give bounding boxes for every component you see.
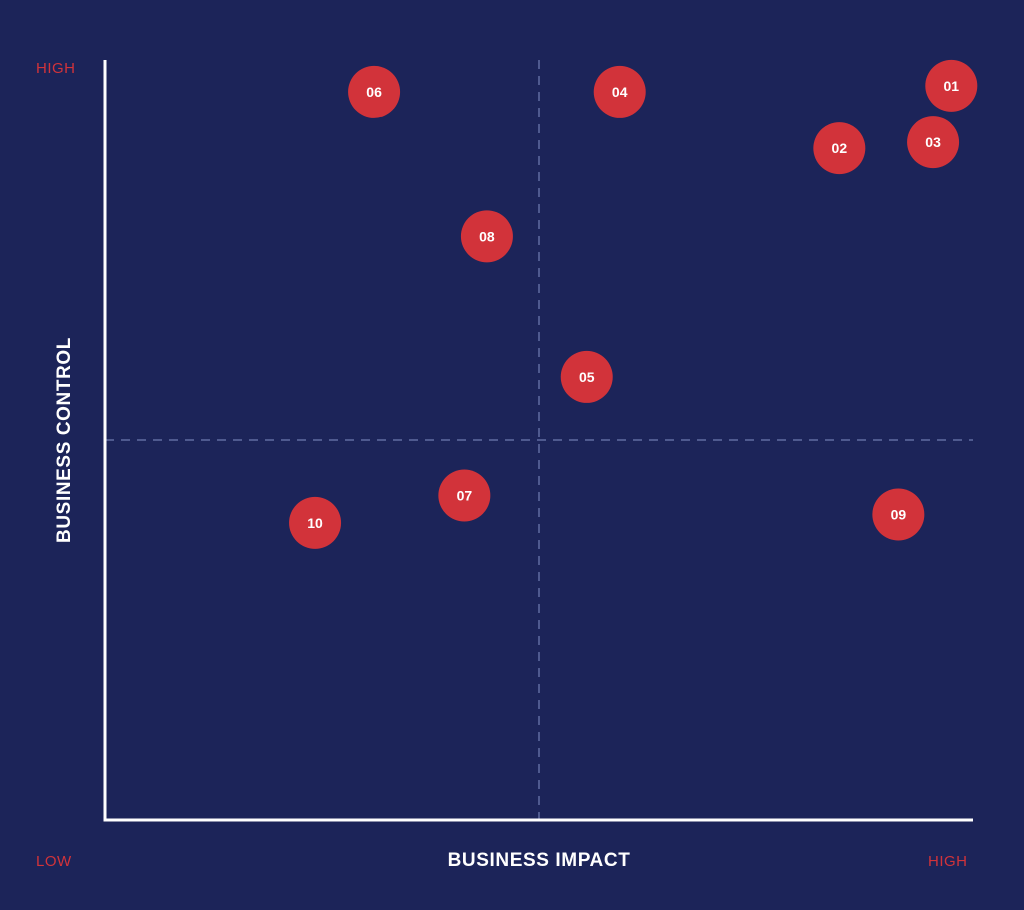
point-marker	[925, 59, 978, 112]
point-marker	[813, 122, 866, 175]
x-axis-low-label: LOW	[36, 853, 72, 870]
point-label: 03	[925, 134, 941, 150]
data-point-03: 03	[907, 116, 960, 169]
point-label: 08	[479, 228, 495, 244]
data-point-07: 07	[438, 469, 491, 522]
point-label: 01	[944, 78, 960, 94]
point-label: 02	[832, 140, 848, 156]
point-marker	[872, 488, 925, 541]
y-axis-title: BUSINESS CONTROL	[54, 337, 75, 543]
point-marker	[348, 65, 401, 118]
data-point-02: 02	[813, 122, 866, 175]
quadrant-dividers	[105, 60, 973, 820]
y-axis-high-label: HIGH	[36, 60, 76, 77]
point-marker	[560, 350, 613, 403]
point-label: 09	[891, 506, 907, 522]
data-point-10: 10	[289, 496, 342, 549]
data-points: 01 02 03 04 05 06 07 08 09 10	[289, 59, 978, 549]
point-marker	[593, 65, 646, 118]
point-label: 10	[307, 515, 323, 531]
point-label: 04	[612, 84, 628, 100]
point-label: 05	[579, 369, 595, 385]
data-point-09: 09	[872, 488, 925, 541]
data-point-08: 08	[460, 210, 513, 263]
point-marker	[438, 469, 491, 522]
point-label: 06	[366, 84, 382, 100]
point-label: 07	[457, 487, 473, 503]
data-point-04: 04	[593, 65, 646, 118]
data-point-05: 05	[560, 350, 613, 403]
point-marker	[289, 496, 342, 549]
point-marker	[907, 116, 960, 169]
data-point-01: 01	[925, 59, 978, 112]
x-axis-title: BUSINESS IMPACT	[448, 850, 631, 871]
point-marker	[460, 210, 513, 263]
data-point-06: 06	[348, 65, 401, 118]
x-axis-high-label: HIGH	[928, 853, 968, 870]
axes	[103, 60, 973, 822]
